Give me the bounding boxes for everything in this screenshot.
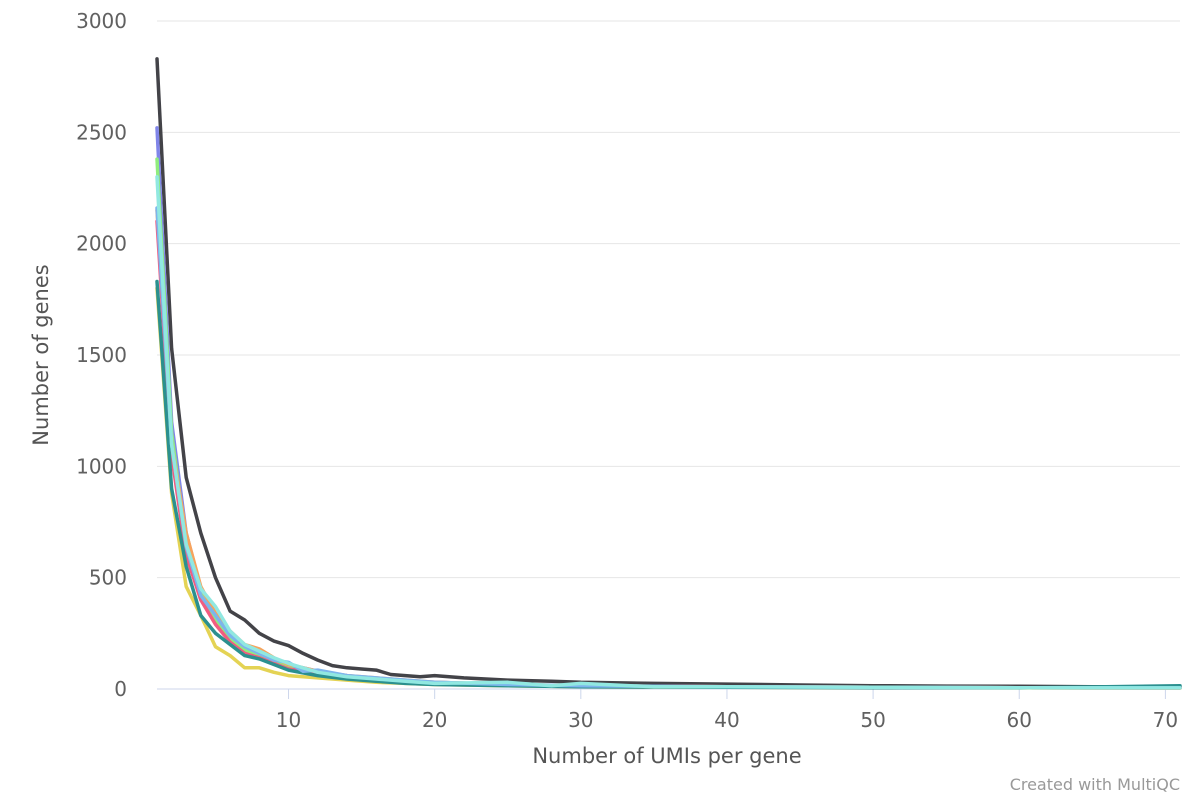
y-tick-label: 2000 — [76, 232, 127, 256]
series-line-2[interactable] — [155, 126, 1182, 690]
credit-label: Created with MultiQC — [1010, 775, 1180, 794]
y-tick-label: 3000 — [76, 9, 127, 33]
y-axis: 0 500 1000 1500 2000 2500 3000 — [76, 9, 127, 701]
grid-lines — [157, 20, 1180, 579]
series-line-6[interactable] — [155, 219, 1182, 690]
x-tick-label: 30 — [568, 708, 593, 732]
x-tick-label: 70 — [1153, 708, 1178, 732]
x-tick-label: 50 — [860, 708, 885, 732]
series-line-5[interactable] — [155, 286, 1182, 690]
y-tick-label: 0 — [114, 677, 127, 701]
series-line-1[interactable] — [155, 57, 1182, 689]
y-tick-label: 2500 — [76, 120, 127, 144]
y-tick-label: 1000 — [76, 454, 127, 478]
series-group — [155, 57, 1182, 690]
series-line-8[interactable] — [155, 206, 1182, 690]
x-tick-label: 40 — [714, 708, 739, 732]
series-line-7[interactable] — [155, 279, 1182, 690]
y-axis-title: Number of genes — [29, 264, 53, 445]
x-axis: 10 20 30 40 50 60 70 — [157, 688, 1180, 732]
x-axis-title: Number of UMIs per gene — [532, 744, 801, 768]
x-tick-label: 60 — [1007, 708, 1032, 732]
series-line-3[interactable] — [155, 157, 1182, 690]
series-line-9[interactable] — [155, 175, 1182, 690]
x-tick-label: 10 — [276, 708, 301, 732]
y-tick-label: 1500 — [76, 343, 127, 367]
y-tick-label: 500 — [89, 566, 127, 590]
x-tick-label: 20 — [422, 708, 447, 732]
series-line-4[interactable] — [155, 208, 1182, 690]
